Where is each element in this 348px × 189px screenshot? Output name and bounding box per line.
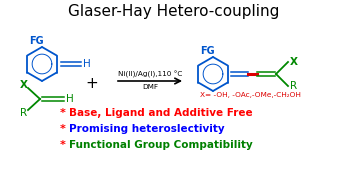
Text: Base, Ligand and Additive Free: Base, Ligand and Additive Free <box>69 108 253 118</box>
Text: X: X <box>20 80 28 90</box>
Text: R: R <box>290 81 297 91</box>
Text: *: * <box>60 140 66 150</box>
Text: FG: FG <box>200 46 215 56</box>
Text: H: H <box>83 59 91 69</box>
Text: X: X <box>290 57 298 67</box>
Text: Glaser-Hay Hetero-coupling: Glaser-Hay Hetero-coupling <box>68 4 280 19</box>
Text: Ni(II)/Ag(I),110 °C: Ni(II)/Ag(I),110 °C <box>118 71 182 78</box>
Text: *: * <box>60 124 66 134</box>
Text: Promising heteroslectivity: Promising heteroslectivity <box>69 124 224 134</box>
Text: DMF: DMF <box>142 84 158 90</box>
Text: R: R <box>21 108 27 118</box>
Text: H: H <box>66 94 74 104</box>
Text: +: + <box>86 77 98 91</box>
Text: *: * <box>60 108 66 118</box>
Text: Functional Group Compatibility: Functional Group Compatibility <box>69 140 253 150</box>
Text: FG: FG <box>29 36 44 46</box>
Text: X= -OH, -OAc,-OMe,-CH₂OH: X= -OH, -OAc,-OMe,-CH₂OH <box>200 92 301 98</box>
